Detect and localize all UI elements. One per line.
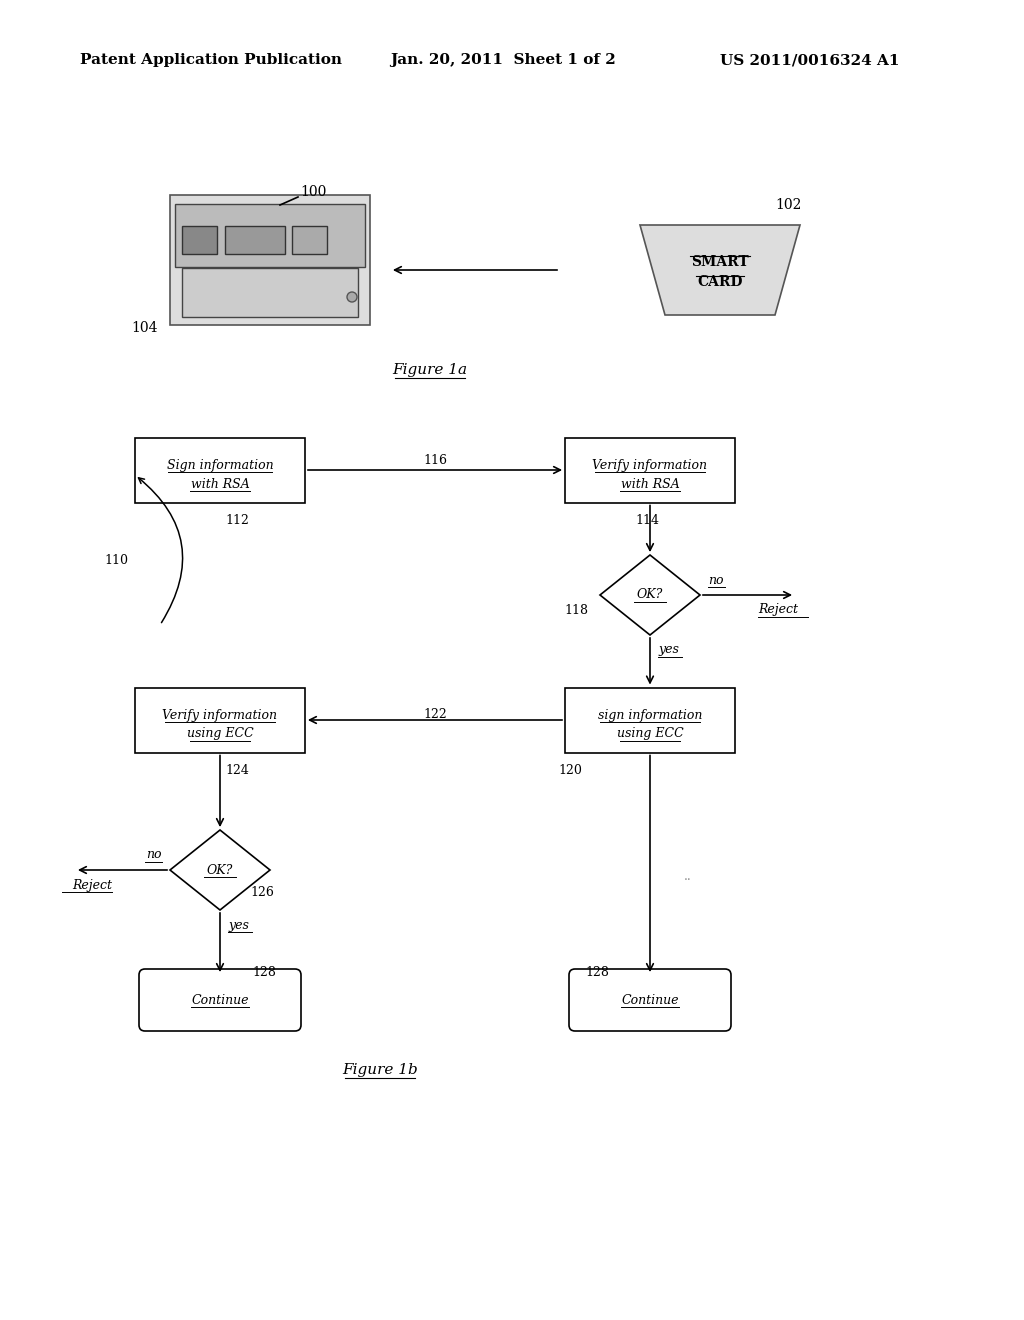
Text: Continue: Continue bbox=[622, 994, 679, 1006]
Text: 112: 112 bbox=[225, 513, 249, 527]
Polygon shape bbox=[600, 554, 700, 635]
Text: no: no bbox=[146, 849, 162, 862]
Text: Figure 1a: Figure 1a bbox=[392, 363, 468, 378]
Text: using ECC: using ECC bbox=[616, 727, 683, 741]
Text: Verify information: Verify information bbox=[593, 458, 708, 471]
Text: 128: 128 bbox=[585, 965, 609, 978]
Polygon shape bbox=[170, 830, 270, 909]
Text: OK?: OK? bbox=[207, 863, 233, 876]
FancyBboxPatch shape bbox=[565, 688, 735, 752]
Text: Reject: Reject bbox=[72, 879, 112, 891]
FancyBboxPatch shape bbox=[139, 969, 301, 1031]
FancyBboxPatch shape bbox=[135, 437, 305, 503]
Text: 102: 102 bbox=[775, 198, 802, 213]
Text: OK?: OK? bbox=[637, 589, 664, 602]
Polygon shape bbox=[640, 224, 800, 315]
Text: 104: 104 bbox=[131, 321, 158, 335]
FancyArrowPatch shape bbox=[138, 478, 182, 623]
Text: 118: 118 bbox=[564, 603, 588, 616]
FancyBboxPatch shape bbox=[225, 226, 285, 253]
Text: with RSA: with RSA bbox=[190, 478, 250, 491]
Text: Reject: Reject bbox=[758, 603, 798, 616]
Text: 128: 128 bbox=[252, 965, 275, 978]
Circle shape bbox=[347, 292, 357, 302]
FancyBboxPatch shape bbox=[182, 268, 358, 317]
Text: 100: 100 bbox=[300, 185, 327, 199]
Text: no: no bbox=[708, 573, 724, 586]
Text: sign information: sign information bbox=[598, 709, 702, 722]
FancyBboxPatch shape bbox=[175, 205, 365, 267]
Text: Patent Application Publication: Patent Application Publication bbox=[80, 53, 342, 67]
Text: Sign information: Sign information bbox=[167, 458, 273, 471]
Text: with RSA: with RSA bbox=[621, 478, 679, 491]
Text: CARD: CARD bbox=[697, 275, 742, 289]
Text: 116: 116 bbox=[423, 454, 447, 466]
FancyBboxPatch shape bbox=[135, 688, 305, 752]
Text: Continue: Continue bbox=[191, 994, 249, 1006]
Text: Jan. 20, 2011  Sheet 1 of 2: Jan. 20, 2011 Sheet 1 of 2 bbox=[390, 53, 615, 67]
FancyBboxPatch shape bbox=[170, 195, 370, 325]
Text: using ECC: using ECC bbox=[186, 727, 253, 741]
FancyBboxPatch shape bbox=[565, 437, 735, 503]
Text: ..: .. bbox=[684, 870, 692, 883]
FancyBboxPatch shape bbox=[292, 226, 327, 253]
Text: 126: 126 bbox=[250, 886, 273, 899]
Text: Verify information: Verify information bbox=[163, 709, 278, 722]
Text: 110: 110 bbox=[104, 553, 128, 566]
Text: SMART: SMART bbox=[691, 255, 749, 269]
Text: 122: 122 bbox=[423, 708, 446, 721]
FancyBboxPatch shape bbox=[182, 226, 217, 253]
Text: 120: 120 bbox=[558, 763, 582, 776]
Text: yes: yes bbox=[658, 644, 679, 656]
Text: 124: 124 bbox=[225, 763, 249, 776]
Text: 114: 114 bbox=[635, 513, 659, 527]
Text: US 2011/0016324 A1: US 2011/0016324 A1 bbox=[720, 53, 899, 67]
Text: Figure 1b: Figure 1b bbox=[342, 1063, 418, 1077]
FancyBboxPatch shape bbox=[569, 969, 731, 1031]
Text: yes: yes bbox=[228, 919, 249, 932]
